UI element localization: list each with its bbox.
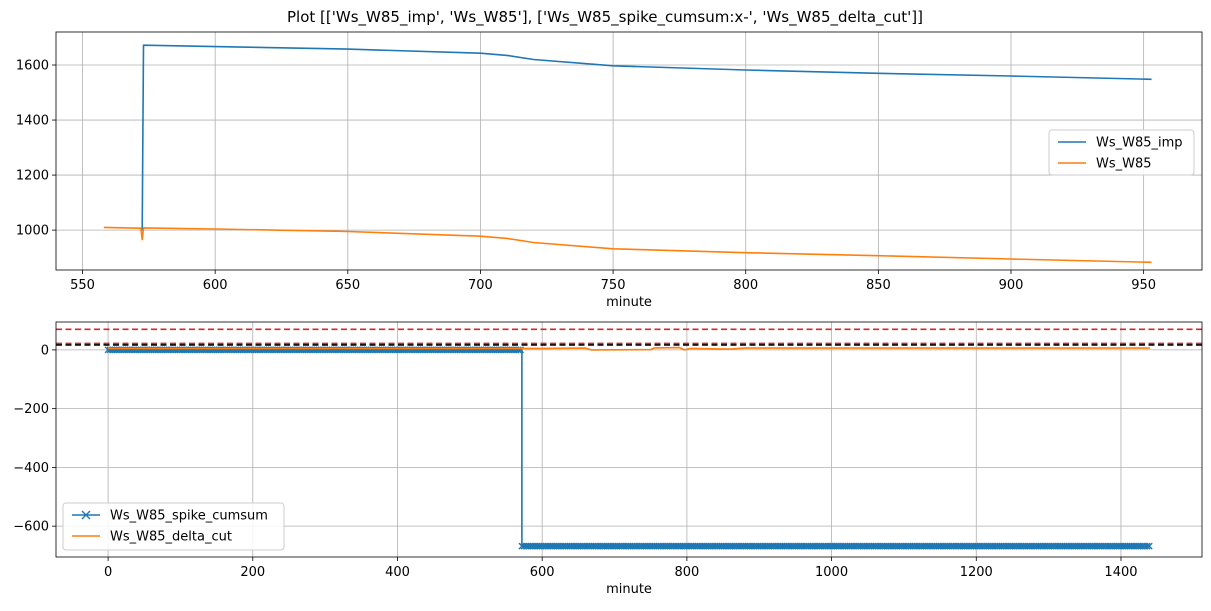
series-marker bbox=[1145, 542, 1153, 550]
x-tick-label: 850 bbox=[866, 278, 891, 293]
figure-title: Plot [['Ws_W85_imp', 'Ws_W85'], ['Ws_W85… bbox=[287, 8, 923, 27]
x-axis-label: minute bbox=[606, 582, 652, 597]
series-line-Ws_W85_delta_cut bbox=[108, 346, 1150, 351]
x-tick-label: 600 bbox=[203, 278, 228, 293]
x-axis-label: minute bbox=[606, 295, 652, 310]
x-tick-label: 750 bbox=[601, 278, 626, 293]
plot-1: 550 600 650 700 750 800 850 900 950 1000 1200 1400 1… bbox=[16, 31, 1203, 310]
y-tick-label: 1200 bbox=[16, 169, 49, 184]
x-tick-label: 650 bbox=[335, 278, 360, 293]
y-tick-label: −400 bbox=[13, 461, 49, 476]
x-tick-label: 800 bbox=[733, 278, 758, 293]
x-tick-label: 200 bbox=[240, 565, 265, 580]
x-tick-label: 950 bbox=[1131, 278, 1156, 293]
axes-frame bbox=[55, 31, 1203, 271]
y-tick-label: 0 bbox=[41, 343, 49, 358]
legend-label: Ws_W85_spike_cumsum bbox=[110, 509, 268, 524]
x-tick-label: 1000 bbox=[815, 565, 848, 580]
legend: Ws_W85_imp Ws_W85 bbox=[1048, 129, 1195, 176]
x-tick-label: 1200 bbox=[960, 565, 993, 580]
y-tick-label: 1000 bbox=[16, 224, 49, 239]
y-tick-label: −200 bbox=[13, 402, 49, 417]
plot-2: 0 200 400 600 800 1000 1200 1400 −600 −400 −200 0 mi… bbox=[13, 321, 1203, 597]
x-tick-label: 900 bbox=[999, 278, 1024, 293]
x-tick-label: 600 bbox=[530, 565, 555, 580]
x-tick-label: 800 bbox=[674, 565, 699, 580]
y-tick-label: 1400 bbox=[16, 114, 49, 129]
legend-label: Ws_W85 bbox=[1096, 157, 1152, 172]
y-tick-label: 1600 bbox=[16, 59, 49, 74]
series-line-Ws_W85 bbox=[103, 226, 1152, 264]
legend: Ws_W85_spike_cumsum Ws_W85_delta_cut bbox=[62, 502, 285, 551]
axes-frame bbox=[55, 321, 1203, 558]
legend-marker bbox=[81, 510, 91, 520]
x-tick-label: 0 bbox=[104, 565, 112, 580]
x-tick-label: 550 bbox=[70, 278, 95, 293]
series-marker bbox=[1143, 542, 1151, 550]
x-tick-label: 1400 bbox=[1104, 565, 1137, 580]
plot-area bbox=[56, 328, 1202, 550]
x-tick-label: 400 bbox=[385, 565, 410, 580]
y-tick-label: −600 bbox=[13, 520, 49, 535]
legend-box bbox=[62, 502, 285, 551]
series-line-Ws_W85_imp bbox=[141, 44, 1152, 231]
x-tick-label: 700 bbox=[468, 278, 493, 293]
legend-label: Ws_W85_delta_cut bbox=[110, 530, 232, 545]
plot-area bbox=[103, 44, 1152, 264]
legend-label: Ws_W85_imp bbox=[1096, 136, 1183, 151]
